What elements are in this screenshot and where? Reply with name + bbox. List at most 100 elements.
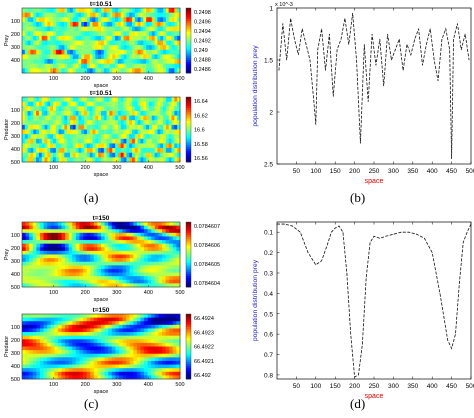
colorbar-band [186, 155, 191, 159]
heatmap-cell [136, 353, 141, 358]
heatmap-cell [41, 21, 45, 27]
heatmap-cell [75, 339, 80, 344]
heatmap-cell [154, 342, 159, 347]
heatmap-cell [101, 364, 105, 369]
heatmap-cell [78, 106, 82, 112]
heatmap-cell [148, 120, 153, 126]
heatmap-cell [154, 324, 159, 329]
heatmap-cell [126, 225, 131, 230]
colorbar-band [186, 66, 191, 70]
heatmap-cell [39, 240, 44, 245]
heatmap-cell [86, 35, 91, 41]
heatmap-cell [92, 134, 96, 140]
heatmap-cell [123, 35, 127, 41]
colorbar-band [186, 146, 191, 150]
heatmap-cell [176, 328, 181, 333]
heatmap-cell [43, 332, 48, 337]
heatmap-cell [160, 115, 164, 121]
heatmap-cell [78, 45, 82, 51]
heatmap-cell [158, 222, 163, 227]
heatmap-cell [84, 106, 88, 112]
heatmap-cell [140, 21, 144, 27]
x-tick-label: 100 [49, 382, 58, 388]
heatmap-cell [106, 59, 110, 65]
heatmap-cell [95, 45, 99, 51]
heatmap-cell [47, 31, 51, 37]
heatmap-cell [58, 59, 62, 65]
data-point [391, 59, 392, 61]
heatmap-cell [174, 35, 178, 41]
heatmap-cell [132, 45, 136, 51]
heatmap-cell [111, 332, 116, 337]
heatmap-cell [38, 26, 43, 32]
heatmap-cell [47, 40, 51, 46]
heatmap-cell [146, 110, 150, 116]
heatmap-cell [50, 143, 54, 149]
heatmap-cell [75, 283, 80, 288]
heatmap-cell [101, 317, 105, 322]
heatmap-cell [67, 45, 71, 51]
heatmap-cell [89, 152, 93, 158]
colorbar-band [186, 314, 191, 317]
heatmap-cell [92, 143, 96, 149]
heatmap-cell [165, 21, 170, 27]
heatmap-cell [148, 63, 153, 69]
heatmap-cell [47, 222, 52, 227]
heatmap-cell [92, 68, 96, 74]
heatmap-cell [97, 368, 102, 373]
heatmap-cell [134, 54, 139, 60]
heatmap-cell [57, 232, 62, 237]
heatmap-cell [24, 17, 29, 23]
heatmap-cell [54, 236, 59, 241]
heatmap-cell [22, 332, 26, 337]
heatmap-cell [79, 265, 84, 270]
heatmap-cell [32, 332, 37, 337]
heatmap-cell [83, 247, 88, 252]
heatmap-cell [112, 59, 116, 65]
heatmap-cell [140, 283, 145, 288]
x-tick-label: 300 [112, 165, 121, 171]
heatmap-cell [29, 232, 34, 237]
heatmap-cell [165, 342, 170, 347]
y-tick-label: 300 [11, 351, 20, 357]
heatmap-cell [29, 243, 34, 248]
heatmap-cell [103, 35, 108, 41]
heatmap-cell [101, 258, 105, 263]
heatmap-cell [137, 21, 141, 27]
x-tick-label: 50 [293, 168, 301, 175]
heatmap-cell [72, 68, 77, 74]
heatmap-cell [120, 26, 124, 32]
heatmap-cell [83, 335, 88, 340]
heatmap-cell [57, 247, 62, 252]
heatmap-cell [47, 350, 52, 355]
heatmap-cell [109, 138, 113, 144]
heatmap-cell [50, 21, 54, 27]
heatmap-cell [54, 328, 59, 333]
heatmap-cell [89, 120, 93, 126]
heatmap-cell [103, 157, 108, 163]
heatmap-cell [32, 276, 37, 281]
colorbar-band [186, 68, 191, 72]
heatmap-cell [84, 101, 88, 107]
heatmap-cell [176, 353, 181, 358]
data-point [336, 49, 338, 50]
heatmap-cell [98, 157, 102, 163]
heatmap-cell [33, 8, 37, 14]
heatmap-cell [165, 236, 170, 241]
heatmap-cell [101, 353, 105, 358]
heatmap-cell [115, 54, 119, 60]
data-point [338, 225, 340, 227]
data-point [468, 59, 470, 61]
heatmap-cell [93, 328, 98, 333]
y-axis-label: population distribution prey [252, 259, 259, 341]
heatmap-cell [54, 324, 59, 329]
heatmap-cell [36, 357, 41, 362]
heatmap-cell [151, 148, 156, 154]
heatmap-cell [90, 335, 95, 340]
heatmap-cell [120, 68, 124, 74]
heatmap-cell [163, 157, 167, 163]
heatmap-cell [47, 279, 52, 284]
colorbar-band [186, 16, 191, 20]
heatmap-cell [174, 157, 178, 163]
